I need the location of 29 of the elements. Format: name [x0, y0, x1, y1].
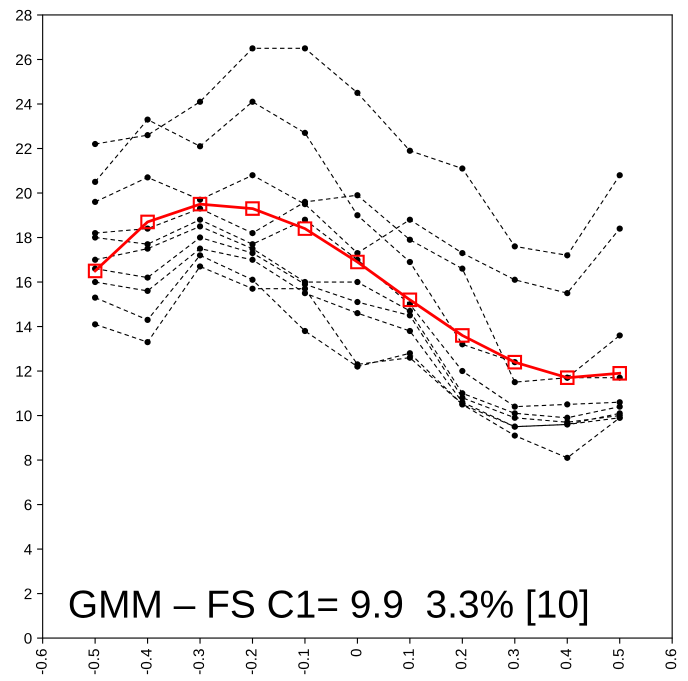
y-tick-label: 28	[16, 10, 32, 21]
x-tick-label: 0.5	[613, 649, 624, 670]
y-tick-label: 0	[24, 632, 32, 644]
y-tick-label: 14	[16, 322, 32, 332]
x-tick-label: 0	[350, 649, 362, 656]
x-tick-label: 0.6	[665, 649, 676, 670]
y-tick-label: 18	[16, 232, 32, 244]
x-tick-label: -0.3	[193, 649, 204, 674]
y-tick-label: 16	[16, 276, 32, 288]
y-tick-label: 10	[16, 410, 32, 422]
y-tick-label: 2	[24, 588, 32, 600]
x-tick-label: -0.4	[140, 648, 152, 674]
y-tick-label: 8	[24, 454, 32, 466]
y-tick-label: 12	[16, 366, 32, 377]
x-tick-label: -0.6	[36, 649, 47, 674]
x-tick-label: 0.1	[403, 649, 414, 670]
x-tick-label: 0.2	[456, 649, 466, 670]
x-tick-label: 0.4	[560, 648, 572, 670]
annotation: GMM – FS C1= 9.9 3.3% [10]	[70, 589, 588, 626]
x-tick-label: -0.2	[246, 649, 257, 674]
y-tick-label: 26	[16, 54, 32, 66]
y-tick-label: 24	[16, 98, 32, 110]
x-tick-label: -0.1	[298, 649, 310, 674]
x-tick-label: -0.5	[88, 649, 100, 674]
x-tick-label: 0.3	[508, 649, 519, 670]
y-tick-label: 6	[24, 499, 32, 510]
y-tick-label: 20	[16, 188, 32, 199]
y-tick-label: 22	[16, 143, 32, 154]
y-tick-label: 4	[24, 544, 32, 555]
